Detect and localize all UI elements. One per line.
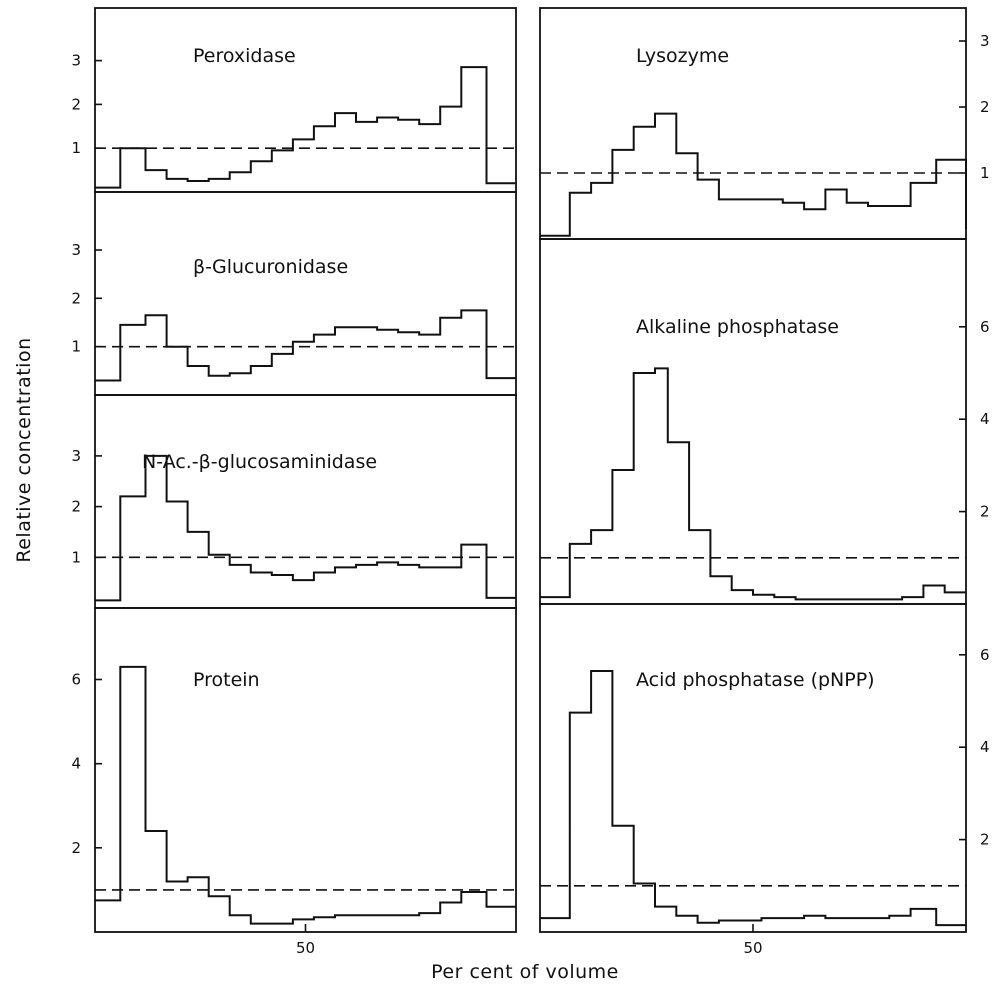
x-tick-label: 50	[743, 939, 762, 957]
panel-title: Protein	[193, 669, 260, 691]
step-series	[95, 454, 516, 602]
panel-frame	[539, 603, 967, 933]
panel-frame	[539, 7, 967, 240]
step-series	[95, 309, 516, 382]
panel-2: 1 2 3 N-Ac.-β-glucosaminidase	[71, 394, 517, 609]
y-axis-label: Relative concentration	[13, 337, 35, 562]
y-tick-label: 2	[71, 498, 81, 516]
step-series	[540, 670, 966, 927]
y-tick-label: 3	[980, 32, 990, 50]
y-tick-label: 3	[71, 447, 81, 465]
y-tick-label: 2	[71, 289, 81, 307]
panel-layer: 1 2 3 Peroxidase 1 2 3 β-Glucuronidase 1 2 3 N-Ac.-…	[71, 7, 990, 957]
panel-title: Alkaline phosphatase	[636, 316, 839, 338]
x-tick-label: 50	[296, 939, 315, 957]
y-tick-label: 6	[980, 646, 990, 664]
y-tick-label: 1	[71, 338, 81, 356]
panel-5: 2 4 6 Alkaline phosphatase	[539, 238, 990, 605]
y-tick-label: 4	[71, 755, 81, 773]
y-tick-label: 3	[71, 52, 81, 70]
panel-frame	[94, 191, 517, 396]
panel-title: N-Ac.-β-glucosaminidase	[142, 451, 377, 473]
y-tick-label: 1	[71, 548, 81, 566]
panel-frame	[94, 607, 517, 933]
y-tick-label: 2	[980, 831, 990, 849]
panel-1: 1 2 3 β-Glucuronidase	[71, 191, 517, 396]
panel-frame	[539, 238, 967, 605]
step-series	[95, 665, 516, 925]
panel-title: Peroxidase	[193, 45, 296, 67]
panel-title: Acid phosphatase (pNPP)	[636, 669, 875, 691]
y-tick-label: 2	[71, 839, 81, 857]
step-series	[95, 66, 516, 189]
y-tick-label: 4	[980, 738, 990, 756]
panel-0: 1 2 3 Peroxidase	[71, 7, 517, 193]
y-tick-label: 6	[71, 671, 81, 689]
y-tick-label: 2	[980, 98, 990, 116]
x-axis-label: Per cent of volume	[431, 961, 619, 983]
panel-6: 2 4 6 Acid phosphatase (pNPP)	[539, 603, 990, 933]
panel-title: Lysozyme	[636, 45, 729, 67]
panel-title: β-Glucuronidase	[193, 256, 348, 278]
y-tick-label: 4	[980, 410, 990, 428]
y-tick-label: 6	[980, 318, 990, 336]
step-series	[540, 112, 967, 237]
y-tick-label: 2	[980, 503, 990, 521]
y-tick-label: 3	[71, 241, 81, 259]
y-tick-label: 2	[71, 95, 81, 113]
y-tick-label: 1	[980, 164, 990, 182]
y-tick-label: 1	[71, 139, 81, 157]
panel-4: 1 2 3 Lysozyme	[539, 7, 990, 240]
step-series	[540, 367, 966, 601]
panel-3: 2 4 6 Protein	[71, 607, 517, 933]
panel-frame	[94, 394, 517, 609]
panel-frame	[94, 7, 517, 193]
